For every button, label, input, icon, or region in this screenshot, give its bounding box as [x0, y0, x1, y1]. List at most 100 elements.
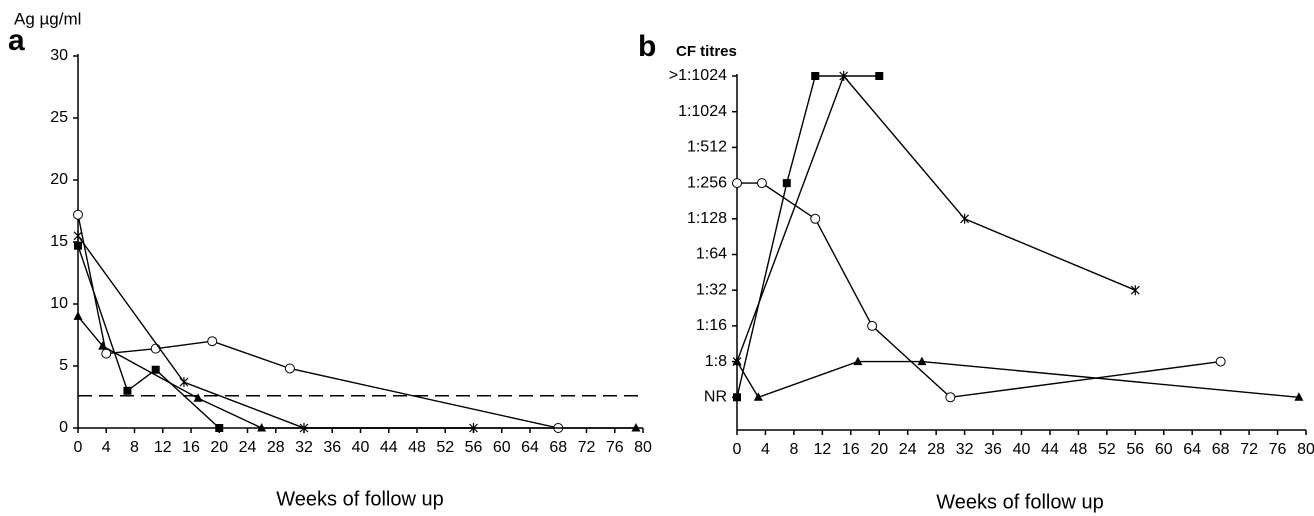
y-axis-title: Ag µg/ml — [14, 9, 81, 28]
panel-label: a — [8, 24, 25, 57]
y-tick-label: 1:256 — [687, 174, 727, 191]
x-tick-label: 44 — [380, 439, 398, 456]
marker-star — [469, 423, 478, 433]
x-tick-label: 52 — [1098, 441, 1116, 458]
marker-star — [839, 71, 849, 81]
marker-circle — [1215, 356, 1226, 367]
y-tick-label: 5 — [59, 357, 68, 374]
x-tick-label: 12 — [813, 441, 831, 458]
marker-triangle — [73, 311, 83, 320]
marker-square — [74, 241, 82, 250]
y-tick-label: 1:1024 — [678, 103, 727, 120]
x-tick-label: 80 — [634, 439, 652, 456]
x-tick-label: 20 — [210, 439, 228, 456]
marker-square — [151, 365, 160, 374]
x-tick-label: 56 — [465, 439, 483, 456]
y-tick-label: 1:512 — [687, 139, 727, 156]
x-tick-label: 72 — [1240, 441, 1258, 458]
x-tick-label: 64 — [1183, 441, 1201, 458]
x-tick-label: 68 — [549, 439, 567, 456]
x-tick-label: 0 — [733, 441, 742, 458]
marker-triangle — [193, 393, 203, 402]
y-tick-label: 0 — [59, 419, 68, 436]
x-tick-label: 64 — [521, 439, 539, 456]
marker-circle — [945, 392, 956, 403]
series-line — [77, 245, 220, 429]
x-tick-label: 44 — [1041, 441, 1059, 458]
x-tick-label: 80 — [1297, 441, 1314, 458]
marker-star — [299, 423, 309, 433]
y-tick-label: 25 — [50, 109, 68, 126]
marker-triangle — [257, 423, 267, 432]
marker-circle — [73, 209, 83, 220]
x-tick-label: 8 — [130, 439, 139, 456]
x-tick-label: 48 — [1070, 441, 1088, 458]
marker-triangle — [732, 356, 742, 366]
y-tick-label: 1:64 — [696, 246, 727, 263]
x-tick-label: 4 — [761, 441, 770, 458]
marker-triangle — [853, 356, 863, 366]
marker-triangle — [98, 341, 108, 350]
marker-square — [875, 72, 884, 80]
marker-circle — [207, 336, 218, 347]
y-tick-label: 30 — [50, 47, 68, 64]
x-tick-label: 48 — [408, 439, 426, 456]
x-tick-label: 4 — [102, 439, 111, 456]
x-axis-title: Weeks of follow up — [276, 488, 444, 510]
panel-label: b — [638, 30, 656, 63]
x-tick-label: 24 — [899, 441, 917, 458]
marker-triangle — [631, 423, 641, 432]
y-axis-title: CF titres — [676, 43, 737, 60]
x-tick-label: 68 — [1212, 441, 1230, 458]
series-line — [737, 182, 1221, 399]
marker-star — [1130, 285, 1140, 296]
marker-square — [123, 386, 132, 395]
x-tick-label: 0 — [74, 439, 83, 456]
x-tick-label: 12 — [154, 439, 172, 456]
y-tick-label: 15 — [50, 233, 68, 250]
marker-circle — [810, 213, 821, 224]
marker-star — [960, 213, 970, 224]
y-tick-label: 1:128 — [687, 210, 727, 227]
marker-circle — [284, 363, 295, 374]
x-tick-label: 52 — [436, 439, 454, 456]
marker-square — [782, 179, 791, 188]
marker-circle — [867, 320, 878, 331]
series-line — [736, 75, 880, 398]
y-tick-label: 1:16 — [696, 317, 727, 334]
y-tick-label: NR — [704, 389, 727, 406]
series-line — [77, 315, 636, 429]
marker-triangle — [917, 356, 927, 366]
x-tick-label: 60 — [493, 439, 511, 456]
marker-star — [73, 230, 83, 241]
marker-circle — [732, 178, 742, 189]
series-line — [77, 214, 559, 429]
x-tick-label: 24 — [239, 439, 257, 456]
x-tick-label: 20 — [870, 441, 888, 458]
y-tick-label: 10 — [50, 295, 68, 312]
x-tick-label: 16 — [182, 439, 200, 456]
marker-triangle — [1294, 392, 1304, 401]
y-tick-label: 1:8 — [705, 353, 727, 370]
x-tick-label: 76 — [1269, 441, 1287, 458]
x-tick-label: 40 — [352, 439, 370, 456]
x-tick-label: 36 — [984, 441, 1002, 458]
x-tick-label: 28 — [927, 441, 945, 458]
series-line — [736, 360, 1299, 399]
x-tick-label: 36 — [323, 439, 341, 456]
x-tick-label: 16 — [842, 441, 860, 458]
x-tick-label: 8 — [789, 441, 798, 458]
x-axis-title: Weeks of follow up — [936, 491, 1104, 513]
x-tick-label: 60 — [1155, 441, 1173, 458]
series-line — [736, 74, 1136, 362]
x-tick-label: 56 — [1126, 441, 1144, 458]
marker-star — [179, 377, 189, 388]
y-tick-label: 1:32 — [696, 281, 727, 298]
x-tick-label: 40 — [1013, 441, 1031, 458]
x-tick-label: 28 — [267, 439, 285, 456]
x-tick-label: 72 — [578, 439, 596, 456]
marker-circle — [756, 178, 767, 189]
marker-triangle — [753, 392, 763, 401]
